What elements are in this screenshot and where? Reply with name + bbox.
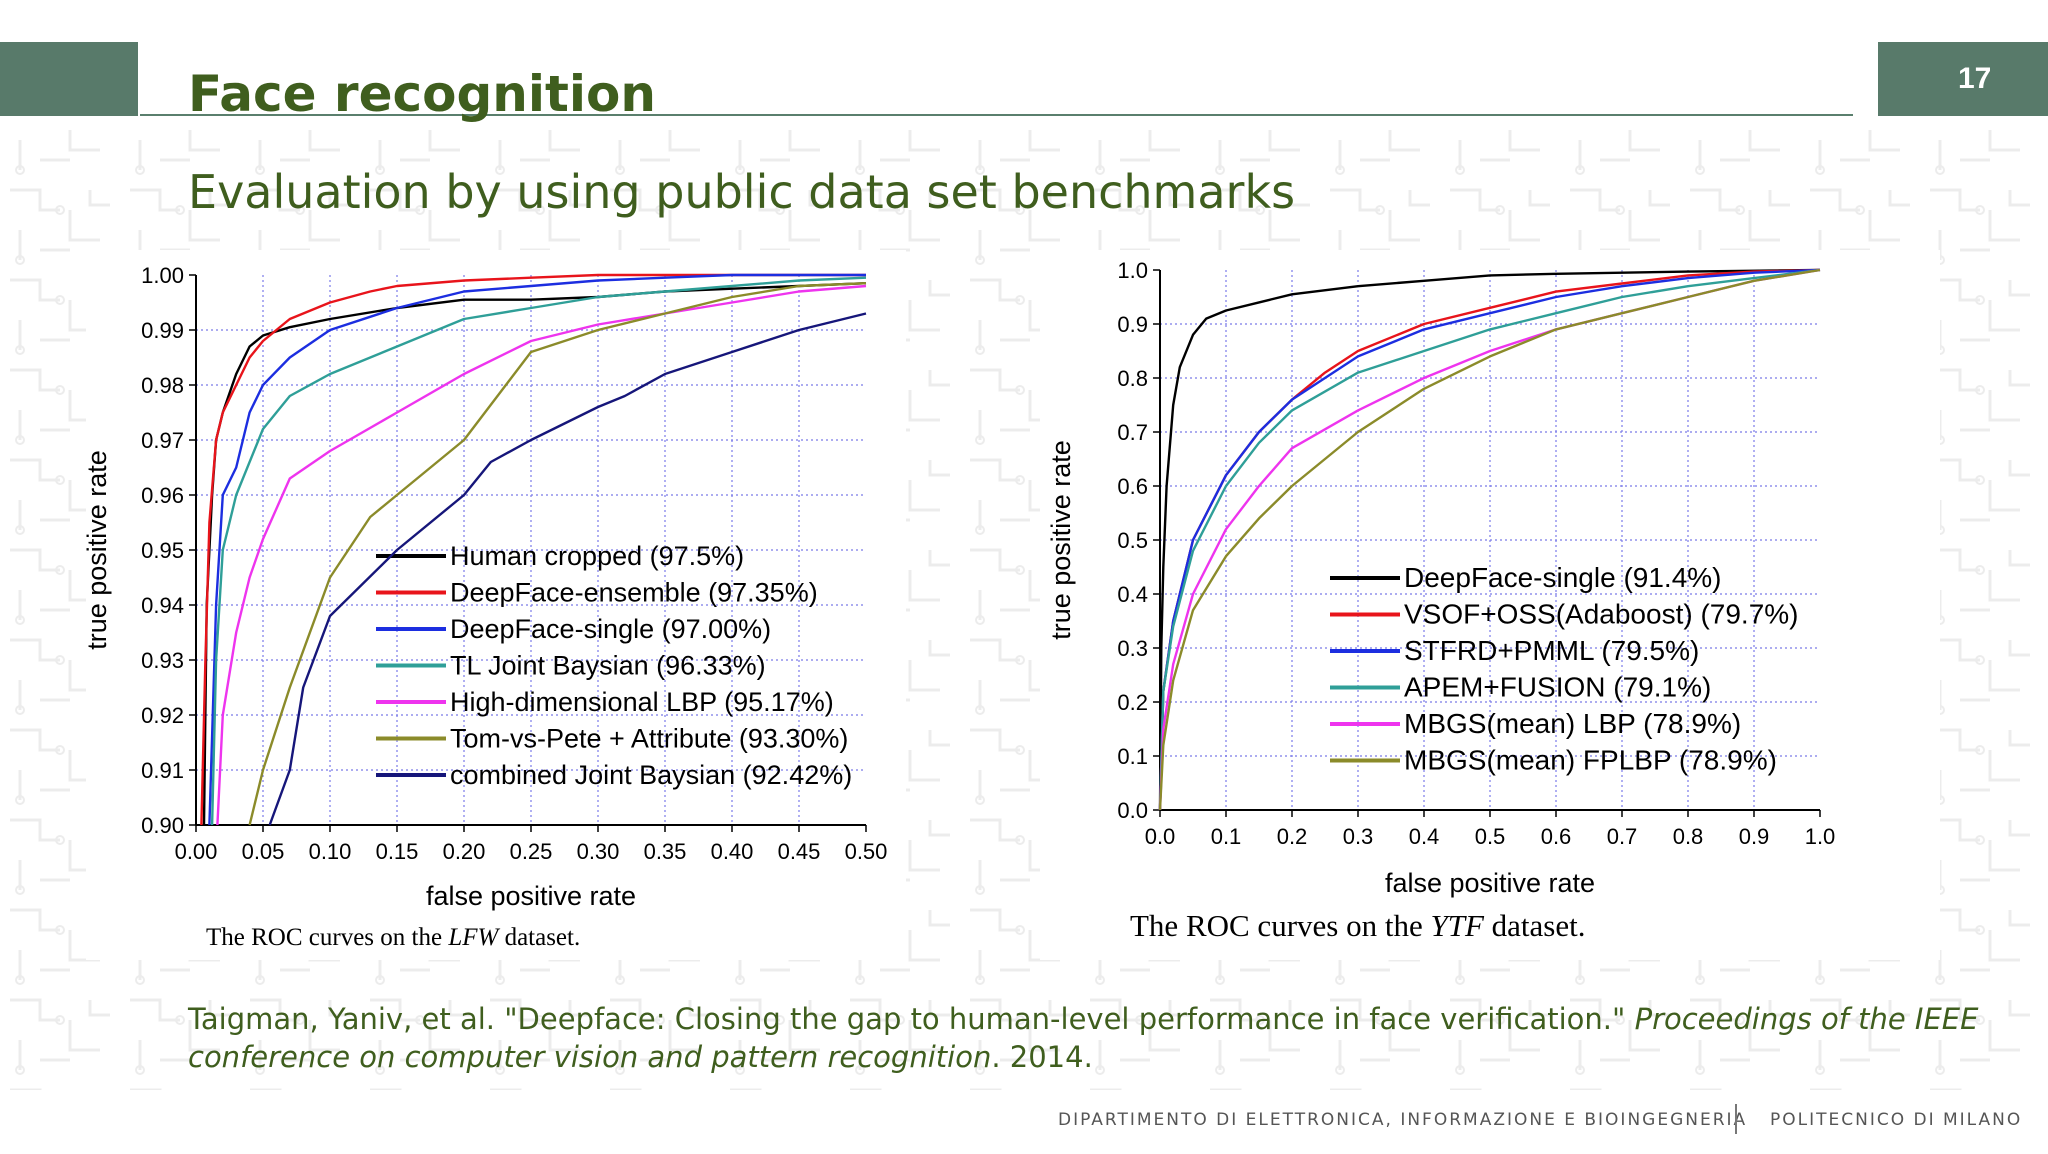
series-line [200,273,866,826]
ytf-roc-chart: 0.0 0.1 0.2 0.3 0.4 0.5 0.6 0.7 0.8 0.9 1.0 0.0 0.1 0… [1046,258,1836,943]
x-tick-label: 0.2 [1277,824,1308,849]
x-tick-label: 0.50 [845,839,888,864]
reference-text: Taigman, Yaniv, et al. "Deepface: Closin… [188,1002,1635,1036]
slide-number-box: 17 [1878,42,2048,116]
y-tick-label: 0.97 [141,428,184,453]
y-tick-label: 0.99 [141,318,184,343]
y-tick-label: 0.95 [141,538,184,563]
x-tick-label: 0.1 [1211,824,1242,849]
page-title: Face recognition [188,65,656,123]
x-tick-label: 0.40 [711,839,754,864]
legend-label: MBGS(mean) LBP (78.9%) [1404,708,1741,739]
x-tick-label: 0.6 [1541,824,1572,849]
series-line [268,312,867,826]
reference-journal: Proceedings of the IEEE conference on co… [188,1002,1979,1074]
slide-number: 17 [1958,62,1992,95]
x-axis-label: false positive rate [1385,868,1595,898]
page-subtitle: Evaluation by using public data set benc… [188,165,1296,219]
y-tick-label: 0.96 [141,483,184,508]
y-tick-label: 0.92 [141,703,184,728]
y-axis-label: true positive rate [1046,440,1076,640]
x-tick-label: 0.5 [1475,824,1506,849]
x-tick-label: 0.15 [376,839,419,864]
y-tick-label: 0.6 [1117,474,1148,499]
footer-university: POLITECNICO DI MILANO [1770,1110,2023,1130]
series-line [208,273,866,826]
x-tick-label: 1.0 [1805,824,1836,849]
reference-citation: Taigman, Yaniv, et al. "Deepface: Closin… [188,1000,2008,1076]
y-tick-label: 0.1 [1117,744,1148,769]
y-tick-label: 0.90 [141,813,184,838]
y-tick-label: 0.91 [141,758,184,783]
y-tick-label: 0.94 [141,593,184,618]
legend-label: APEM+FUSION (79.1%) [1404,672,1711,703]
y-axis-label: true positive rate [86,450,112,650]
x-tick-label: 0.7 [1607,824,1638,849]
x-tick-label: 0.25 [510,839,553,864]
legend-label: DeepFace-ensemble (97.35%) [450,578,818,608]
x-tick-label: 0.30 [577,839,620,864]
chart-caption: The ROC curves on the LFW dataset. [206,924,580,951]
x-tick-label: 0.20 [443,839,486,864]
series-line [1158,268,1821,811]
y-tick-label: 0.7 [1117,420,1148,445]
series-line [210,276,867,826]
series-line [1158,268,1821,811]
series-line [1158,268,1821,811]
y-tick-label: 0.0 [1117,798,1148,823]
lfw-roc-chart: 0.00 0.05 0.10 0.15 0.20 0.25 0.30 0.35 0.40 0.45… [86,263,888,951]
x-tick-label: 0.4 [1409,824,1440,849]
legend-label: Human cropped (97.5%) [450,541,744,571]
x-tick-label: 0.0 [1145,824,1176,849]
legend-label: DeepFace-single (91.4%) [1404,562,1722,593]
footer-separator [1735,1104,1737,1134]
x-tick-label: 0.00 [175,839,218,864]
x-tick-label: 0.8 [1673,824,1704,849]
legend-label: combined Joint Baysian (92.42%) [450,760,852,790]
y-tick-label: 1.00 [141,263,184,288]
legend-label: Tom-vs-Pete + Attribute (93.30%) [450,724,848,754]
y-tick-label: 0.98 [141,373,184,398]
legend-label: VSOF+OSS(Adaboost) (79.7%) [1404,599,1799,630]
series-line [248,282,867,826]
x-tick-label: 0.35 [644,839,687,864]
x-tick-label: 0.10 [309,839,352,864]
series-line [1158,268,1821,811]
y-tick-label: 0.93 [141,648,184,673]
x-tick-label: 0.45 [778,839,821,864]
title-underline [140,114,1853,116]
x-tick-label: 0.05 [242,839,285,864]
y-tick-label: 0.3 [1117,636,1148,661]
y-tick-label: 0.4 [1117,582,1148,607]
y-tick-label: 0.9 [1117,312,1148,337]
x-tick-label: 0.9 [1739,824,1770,849]
legend-label: TL Joint Baysian (96.33%) [450,651,766,681]
reference-year: . 2014. [991,1040,1093,1074]
legend-label: STFRD+PMML (79.5%) [1404,635,1699,666]
y-tick-label: 0.5 [1117,528,1148,553]
header-accent-bar-left [0,42,138,116]
y-tick-label: 0.2 [1117,690,1148,715]
chart-caption: The ROC curves on the YTF dataset. [1130,908,1585,943]
footer-department: DIPARTIMENTO DI ELETTRONICA, INFORMAZION… [1058,1110,1748,1130]
ytf-chart-panel: 0.0 0.1 0.2 0.3 0.4 0.5 0.6 0.7 0.8 0.9 1.0 0.0 0.1 0… [1040,250,1940,960]
legend-label: High-dimensional LBP (95.17%) [450,687,834,717]
lfw-chart-panel: 0.00 0.05 0.10 0.15 0.20 0.25 0.30 0.35 0.40 0.45… [86,250,906,960]
y-tick-label: 1.0 [1117,258,1148,283]
series-line [216,284,867,826]
legend-label: MBGS(mean) FPLBP (78.9%) [1404,745,1777,776]
x-tick-label: 0.3 [1343,824,1374,849]
x-axis-label: false positive rate [426,881,636,911]
legend-label: DeepFace-single (97.00%) [450,614,771,644]
y-tick-label: 0.8 [1117,366,1148,391]
